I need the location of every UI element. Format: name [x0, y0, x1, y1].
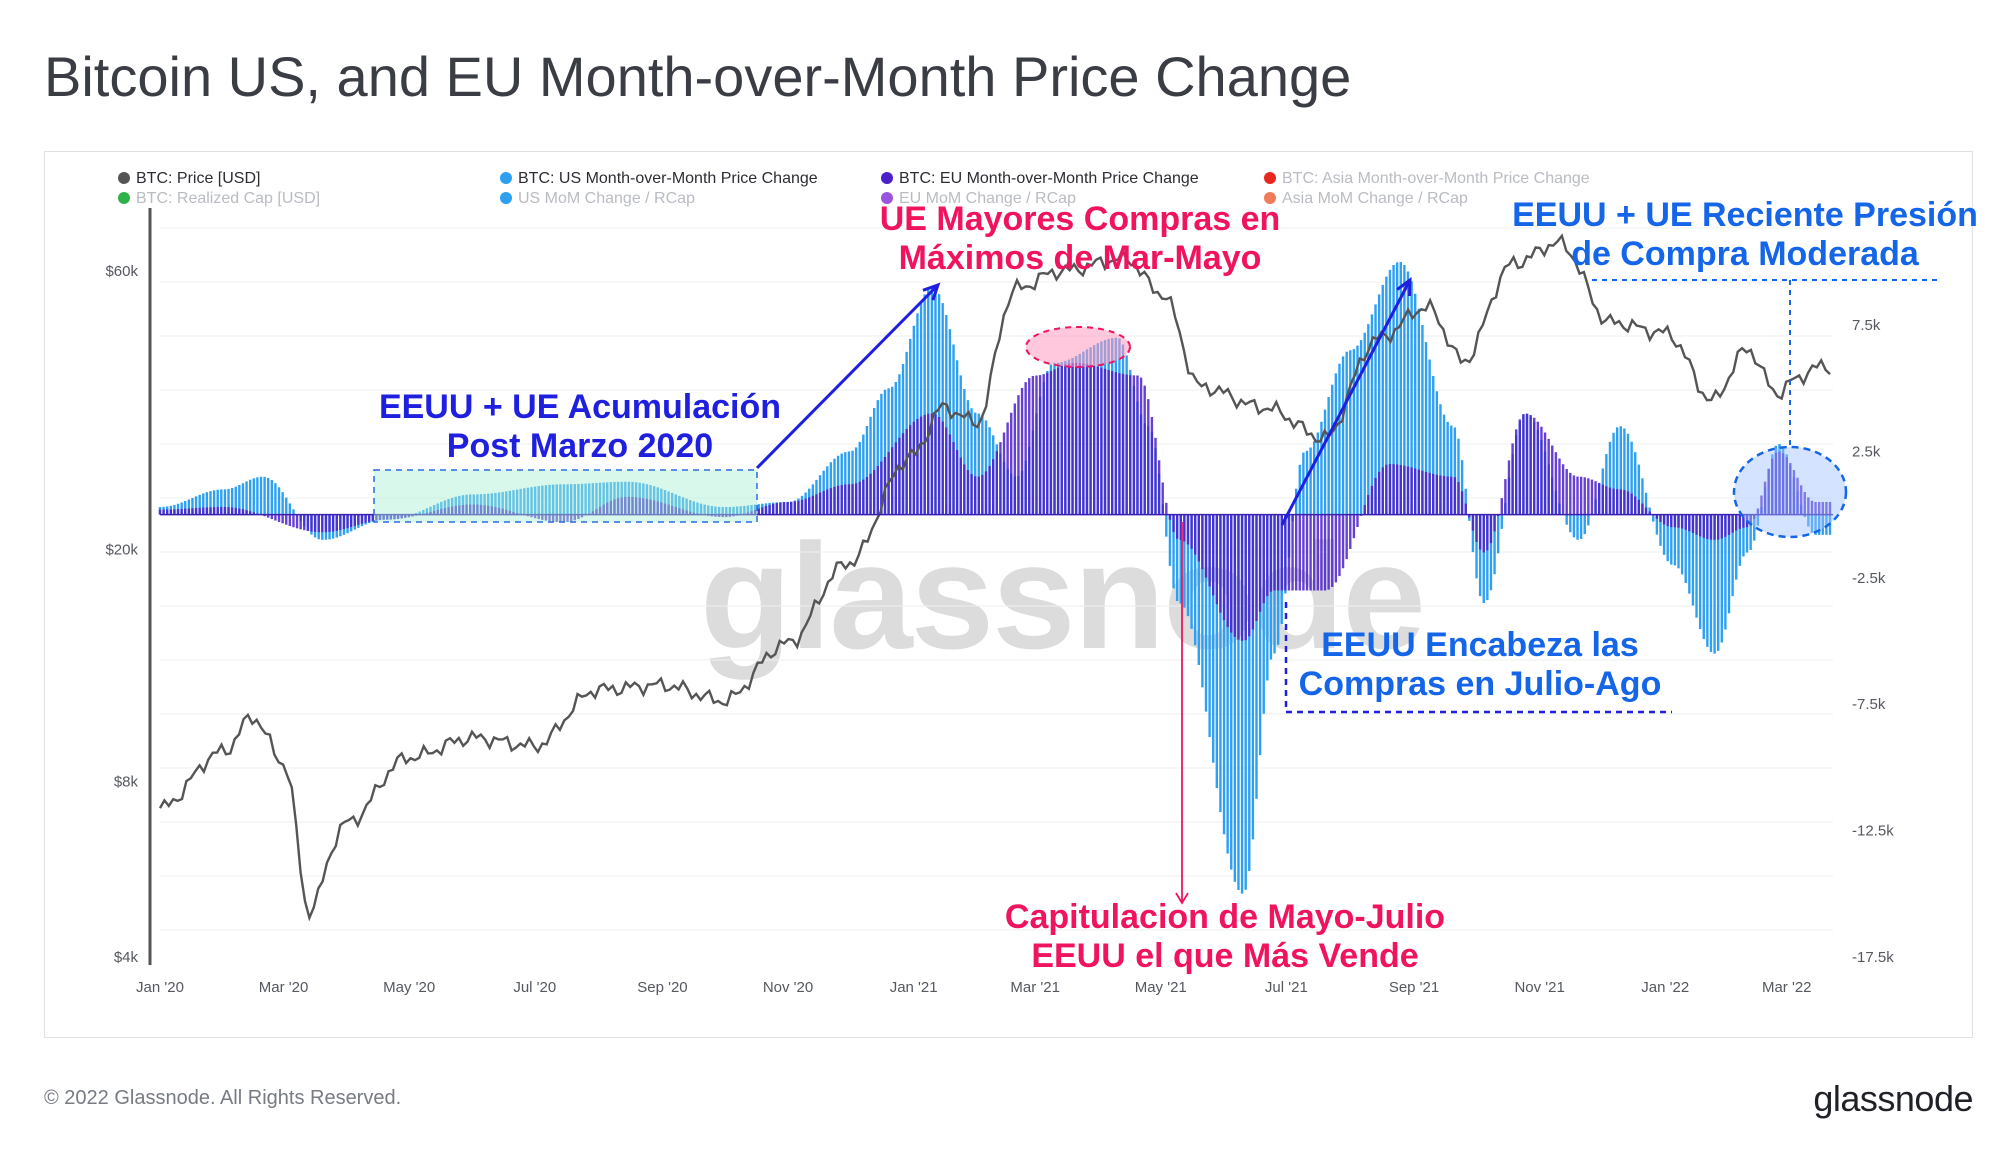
eu-bars-series	[158, 362, 1832, 641]
chart-grid	[160, 227, 1833, 931]
x-axis-tick-label: Sep '21	[1389, 979, 1439, 996]
recent-highlight-ellipse	[1732, 445, 1848, 539]
capitulation-pointer-head	[1175, 892, 1189, 905]
accumulation-highlight-box	[373, 469, 758, 523]
eu-buying-highlight-ellipse	[1025, 326, 1131, 368]
right-axis-tick-label: -12.5k	[1852, 823, 1894, 840]
annotation-line: EEUU Encabeza las	[1321, 626, 1639, 664]
legend-item-us-rcap[interactable]: US MoM Change / RCap	[500, 190, 695, 208]
x-axis-tick-label: Mar '22	[1762, 979, 1812, 996]
chart-panel	[44, 151, 1973, 1038]
right-axis-tick-label: 7.5k	[1852, 317, 1881, 334]
legend-dot	[118, 192, 130, 204]
chart-axes: $60k $20k $8k $4k 7.5k 2.5k -2.5k -7.5k -12.5k -1…	[105, 208, 1894, 996]
x-axis-tick-label: Jan '20	[136, 979, 184, 996]
annotation-accumulation: EEUU + UE Acumulación Post Marzo 2020	[360, 388, 800, 466]
x-axis-tick-label: Sep '20	[637, 979, 687, 996]
legend-item-price[interactable]: BTC: Price [USD]	[118, 170, 260, 188]
copyright-footer: © 2022 Glassnode. All Rights Reserved.	[44, 1087, 402, 1109]
right-axis-tick-label: -2.5k	[1852, 570, 1886, 587]
legend-item-eu-rcap[interactable]: EU MoM Change / RCap	[881, 190, 1076, 208]
legend-label: BTC: Realized Cap [USD]	[136, 190, 321, 207]
arrow-to-jan21	[755, 283, 940, 470]
arrow-to-sep21-head	[1396, 276, 1412, 297]
legend-item-asia-mom[interactable]: BTC: Asia Month-over-Month Price Change	[1264, 170, 1590, 188]
x-axis-tick-label: Jan '22	[1641, 979, 1689, 996]
legend-item-asia-rcap[interactable]: Asia MoM Change / RCap	[1264, 190, 1468, 208]
legend-label: BTC: EU Month-over-Month Price Change	[899, 170, 1199, 187]
price-line-series	[158, 233, 1831, 922]
legend-dot	[881, 192, 893, 204]
annotation-line: EEUU + UE Acumulación	[378, 388, 782, 426]
annotation-line: Post Marzo 2020	[446, 427, 714, 466]
legend-dot	[500, 172, 512, 184]
annotation-us-leads: EEUU Encabeza las Compras en Julio-Ago	[1280, 626, 1680, 704]
x-axis-tick-label: Nov '21	[1514, 979, 1564, 996]
annotation-line: Compras en Julio-Ago	[1298, 665, 1662, 704]
page-title: Bitcoin US, and EU Month-over-Month Pric…	[44, 45, 1352, 108]
arrow-to-jan21-head	[922, 282, 941, 301]
legend-item-us-mom[interactable]: BTC: US Month-over-Month Price Change	[500, 170, 818, 188]
chart-watermark: glassnode	[700, 512, 1426, 680]
annotation-line: Máximos de Mar-Mayo	[898, 239, 1262, 278]
left-axis-tick-label: $20k	[105, 541, 138, 558]
legend-label: BTC: Asia Month-over-Month Price Change	[1282, 170, 1590, 187]
annotation-capitulation: Capitulacion de Mayo-Julio EEUU el que M…	[980, 898, 1470, 976]
right-axis-tick-label: -17.5k	[1852, 949, 1894, 966]
left-axis-tick-label: $60k	[105, 263, 138, 280]
price-line	[158, 233, 1831, 922]
x-axis-tick-label: Jan '21	[890, 979, 938, 996]
brand-logo: glassnode	[1813, 1078, 1973, 1119]
right-axis-tick-label: -7.5k	[1852, 696, 1886, 713]
legend-label: BTC: Price [USD]	[136, 170, 261, 187]
legend-dot	[881, 172, 893, 184]
x-axis-tick-label: Jul '20	[513, 979, 556, 996]
legend-label: Asia MoM Change / RCap	[1282, 190, 1468, 207]
legend-dot	[118, 172, 130, 184]
x-axis-tick-label: Jul '21	[1265, 979, 1308, 996]
legend-dot	[1264, 192, 1276, 204]
annotation-line: Capitulacion de Mayo-Julio	[1004, 898, 1446, 936]
x-axis-tick-label: Nov '20	[763, 979, 813, 996]
left-axis-tick-label: $8k	[114, 773, 139, 790]
right-axis-tick-label: 2.5k	[1852, 443, 1881, 460]
annotation-recent: EEUU + UE Reciente Presión de Compra Mod…	[1500, 196, 1990, 274]
legend-dot	[500, 192, 512, 204]
annotation-line: EEUU el que Más Vende	[1031, 937, 1419, 976]
annotation-line: EEUU + UE Reciente Presión	[1512, 196, 1978, 234]
x-axis-tick-label: Mar '20	[259, 979, 309, 996]
annotation-overlays	[373, 276, 1938, 905]
legend-dot	[1264, 172, 1276, 184]
x-axis-tick-label: Mar '21	[1010, 979, 1060, 996]
legend-item-realized-cap[interactable]: BTC: Realized Cap [USD]	[118, 190, 320, 208]
annotation-eu-buying: UE Mayores Compras en Máximos de Mar-May…	[870, 200, 1290, 278]
x-axis-tick-label: May '20	[383, 979, 435, 996]
x-axis-tick-label: May '21	[1135, 979, 1187, 996]
left-axis-tick-label: $4k	[114, 949, 139, 966]
annotation-line: de Compra Moderada	[1571, 235, 1919, 274]
arrow-to-sep21	[1280, 279, 1412, 526]
legend-label: EU MoM Change / RCap	[899, 190, 1076, 207]
legend-label: US MoM Change / RCap	[518, 190, 695, 207]
legend-item-eu-mom[interactable]: BTC: EU Month-over-Month Price Change	[881, 170, 1199, 188]
legend-label: BTC: US Month-over-Month Price Change	[518, 170, 818, 187]
annotation-line: UE Mayores Compras en	[879, 200, 1281, 238]
